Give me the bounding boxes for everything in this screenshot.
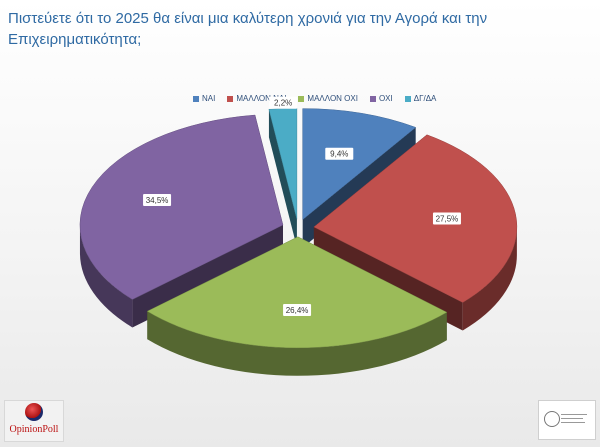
pie-slice-μαλλον οχι <box>146 236 448 349</box>
legend-item-mallon-oxi: ΜΑΛΛΟΝ ΟΧΙ <box>298 94 358 103</box>
legend-swatch <box>298 95 305 102</box>
opinionpoll-wordmark: OpinionPoll <box>9 424 59 435</box>
chart-title: Πιστεύετε ότι το 2025 θα είναι μια καλύτ… <box>8 10 488 48</box>
pie-slice-wall <box>268 109 297 248</box>
opinionpoll-logo: OpinionPoll <box>4 400 64 442</box>
legend-label: ΜΑΛΛΟΝ ΝΑΙ <box>236 94 287 103</box>
legend-item-nai: ΝΑΙ <box>193 94 215 103</box>
opinionpoll-ball-icon <box>25 403 43 421</box>
data-label-box <box>325 147 354 160</box>
seal-logo <box>538 400 596 440</box>
data-label: 27,5% <box>436 214 459 223</box>
legend-label: ΔΓ/ΔΑ <box>413 94 437 103</box>
legend-label: ΜΑΛΛΟΝ ΟΧΙ <box>307 94 358 103</box>
seal-emblem-icon <box>544 411 560 427</box>
legend-label: ΝΑΙ <box>202 94 216 103</box>
chart-legend: ΝΑΙ ΜΑΛΛΟΝ ΝΑΙ ΜΑΛΛΟΝ ΟΧΙ ΟΧΙ ΔΓ/ΔΑ <box>193 94 436 103</box>
legend-swatch <box>369 95 376 102</box>
data-label: 34,5% <box>146 196 169 205</box>
pie-slice-μαλλον ναι <box>313 134 518 303</box>
data-label: 2,2% <box>274 99 292 108</box>
legend-item-oxi: ΟΧΙ <box>369 94 393 103</box>
pie-slice-ναι <box>302 108 417 221</box>
data-label-box <box>283 304 312 317</box>
pie-slice-side <box>147 311 447 376</box>
data-label: 26,4% <box>286 306 309 315</box>
legend-swatch <box>227 95 234 102</box>
data-label-box <box>432 212 461 225</box>
legend-swatch <box>193 95 199 102</box>
pie-slice-side <box>462 226 517 331</box>
legend-item-dgda: ΔΓ/ΔΑ <box>404 94 437 103</box>
legend-swatch <box>404 95 411 102</box>
data-label: 9,4% <box>330 150 348 159</box>
legend-item-mallon-nai: ΜΑΛΛΟΝ ΝΑΙ <box>227 94 286 103</box>
pie-slice-οχι <box>79 114 284 300</box>
legend-label: ΟΧΙ <box>378 94 393 103</box>
data-label-box <box>143 193 172 206</box>
data-label-box <box>269 96 298 109</box>
pie-slice-side <box>79 224 133 328</box>
